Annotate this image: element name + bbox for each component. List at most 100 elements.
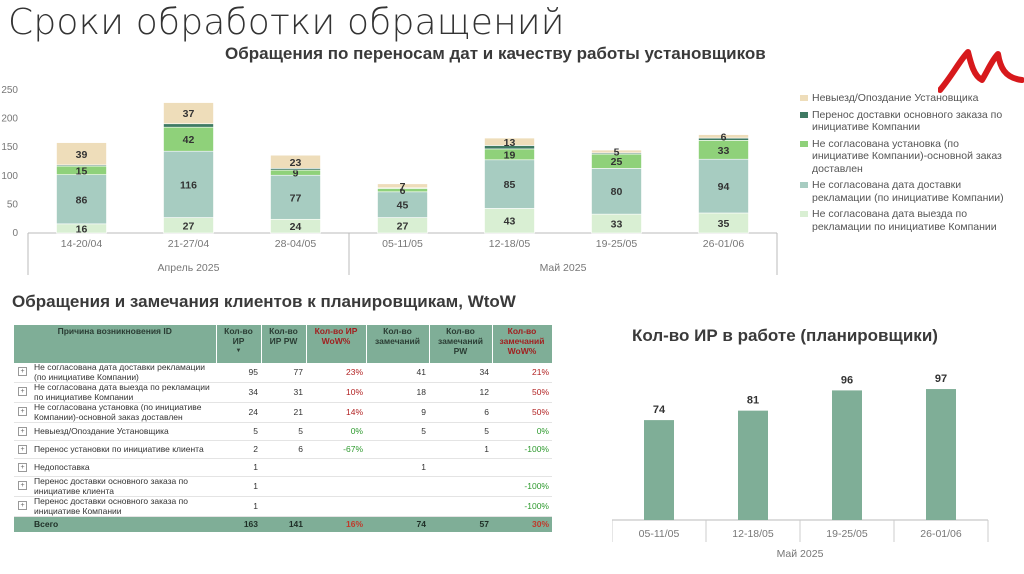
ir-bar: [832, 390, 862, 520]
bar-value-label: 80: [611, 186, 623, 198]
value-cell-ir-wow: -67%: [306, 440, 366, 459]
bar-value-label: 35: [718, 218, 730, 230]
reason-cell: + Перенос установки по инициативе клиента: [14, 440, 216, 459]
expand-plus-icon[interactable]: +: [18, 407, 27, 416]
col-header-ir-pw[interactable]: Кол-во ИР PW: [261, 325, 307, 363]
expand-plus-icon[interactable]: +: [18, 387, 27, 396]
bar-value-label: 77: [290, 192, 302, 204]
reason-cell: + Не согласована установка (по инициативе…: [14, 402, 216, 423]
value-cell-ir-wow: 0%: [306, 422, 366, 441]
bar-value-label: 42: [183, 134, 195, 146]
value-cell-ir: 95: [216, 363, 261, 383]
value-cell-zam-pw: 12: [429, 382, 492, 403]
bar-value-label: 86: [76, 194, 88, 206]
total-cell-ir: 163: [216, 516, 261, 532]
bar-value-label: 33: [718, 145, 730, 157]
slide-title: Сроки обработки обращений: [8, 2, 565, 43]
x-tick-label: 05-11/05: [382, 238, 423, 250]
col-header-ir[interactable]: Кол-во ИР ▼: [216, 325, 262, 363]
value-cell-ir-pw: 5: [261, 422, 306, 441]
value-cell-zam-pw: 34: [429, 363, 492, 383]
ir-bar-value-label: 96: [841, 374, 853, 386]
value-cell-zam: 18: [366, 382, 429, 403]
value-cell-zam-wow: 21%: [492, 363, 552, 383]
expand-plus-icon[interactable]: +: [18, 427, 27, 436]
col-header-ir-wow[interactable]: Кол-во ИР WoW%: [306, 325, 367, 363]
bar-value-label: 6: [400, 185, 406, 197]
value-cell-zam: 5: [366, 422, 429, 441]
value-cell-zam-wow: -100%: [492, 496, 552, 517]
stacked-bar-segment: [163, 123, 214, 128]
stacked-bar-segment: [698, 134, 749, 139]
col-header-zam-pw[interactable]: Кол-во замечаний PW: [429, 325, 493, 363]
table-total-row: Всего 163 141 16% 74 57 30%: [14, 516, 552, 532]
stacked-bar-segment: [484, 159, 535, 209]
col-header-zam[interactable]: Кол-во замечаний: [366, 325, 430, 363]
legend-label: Не согласована дата выезда по рекламации…: [812, 208, 997, 233]
bar-value-label: 43: [504, 216, 516, 228]
reason-text: Не согласована дата выезда по рекламации…: [34, 382, 210, 402]
stacked-bar-segment: [484, 137, 535, 146]
x-tick-label: 19-25/05: [596, 238, 638, 250]
reason-text: Недопоставка: [34, 461, 90, 472]
y-tick-label: 100: [1, 171, 18, 182]
bar-value-label: 85: [504, 179, 516, 191]
col-header-zam-wow[interactable]: Кол-во замечаний WoW%: [492, 325, 553, 363]
value-cell-zam-wow: 50%: [492, 382, 552, 403]
legend-swatch: [800, 211, 808, 217]
value-cell-ir-pw: 6: [261, 440, 306, 459]
y-tick-label: 250: [1, 85, 18, 96]
legend-label: Невыезд/Опоздание Установщика: [812, 92, 979, 104]
stacked-bar-segment: [56, 174, 107, 225]
stacked-bar-segment: [377, 183, 428, 189]
total-cell-zam-pw: 57: [429, 516, 492, 532]
x-tick-label: 14-20/04: [61, 238, 103, 250]
bar-value-label: 19: [504, 149, 516, 161]
bar-value-label: 24: [290, 221, 302, 233]
table-row: + Перенос доставки основного заказа по ин…: [14, 496, 552, 517]
reason-text: Не согласована дата доставки рекламации …: [34, 362, 205, 382]
stacked-bar-segment: [591, 149, 642, 154]
bar-value-label: 23: [290, 157, 302, 169]
bar-value-label: 15: [76, 165, 88, 177]
col-header-reason[interactable]: Причина возникновения ID: [14, 325, 217, 363]
value-cell-ir: 1: [216, 458, 261, 477]
table-row: + Не согласована дата выезда по рекламаци…: [14, 382, 552, 403]
expand-plus-icon[interactable]: +: [18, 481, 27, 490]
bar-value-label: 45: [397, 200, 409, 212]
ir-bar-value-label: 97: [935, 373, 947, 385]
section1-title: Обращения по переносам дат и качеству ра…: [225, 44, 766, 63]
x-tick-label: 19-25/05: [826, 528, 868, 540]
reason-cell: + Недопоставка: [14, 458, 216, 477]
expand-plus-icon[interactable]: +: [18, 501, 27, 510]
legend-item: Перенос доставки основного заказа по ини…: [800, 109, 1005, 134]
bar-value-label: 39: [76, 149, 88, 161]
bar-value-label: 27: [397, 220, 409, 232]
bar-value-label: 9: [293, 168, 299, 180]
stacked-bar-segment: [377, 191, 428, 218]
table-row: + Не согласована установка (по инициативе…: [14, 402, 552, 423]
table-row: + Недопоставка 1 1: [14, 458, 552, 477]
value-cell-zam-pw: 6: [429, 402, 492, 423]
bar-value-label: 116: [180, 179, 197, 191]
y-tick-label: 50: [7, 199, 19, 210]
x-tick-label: 26-01/06: [920, 528, 962, 540]
expand-plus-icon[interactable]: +: [18, 463, 27, 472]
expand-plus-icon[interactable]: +: [18, 367, 27, 376]
value-cell-zam-wow: 0%: [492, 422, 552, 441]
expand-plus-icon[interactable]: +: [18, 445, 27, 454]
table-header-row: Причина возникновения ID Кол-во ИР ▼ Кол-…: [14, 325, 553, 363]
value-cell-ir-wow: 10%: [306, 382, 366, 403]
reason-cell: + Невыезд/Опоздание Установщика: [14, 422, 216, 441]
bar-value-label: 37: [183, 108, 195, 120]
x-tick-label: 28-04/05: [275, 238, 317, 250]
reason-cell: + Перенос доставки основного заказа по ин…: [14, 496, 216, 517]
value-cell-zam-pw: [429, 496, 492, 517]
legend-label: Перенос доставки основного заказа по ини…: [812, 108, 1003, 134]
sort-down-icon[interactable]: ▼: [235, 348, 242, 354]
reason-text: Перенос установки по инициативе клиента: [34, 443, 204, 454]
value-cell-ir-wow: [306, 496, 366, 517]
reason-text: Перенос доставки основного заказа по ини…: [34, 496, 188, 516]
legend-swatch: [800, 182, 808, 188]
bar-value-label: 7: [400, 181, 406, 193]
